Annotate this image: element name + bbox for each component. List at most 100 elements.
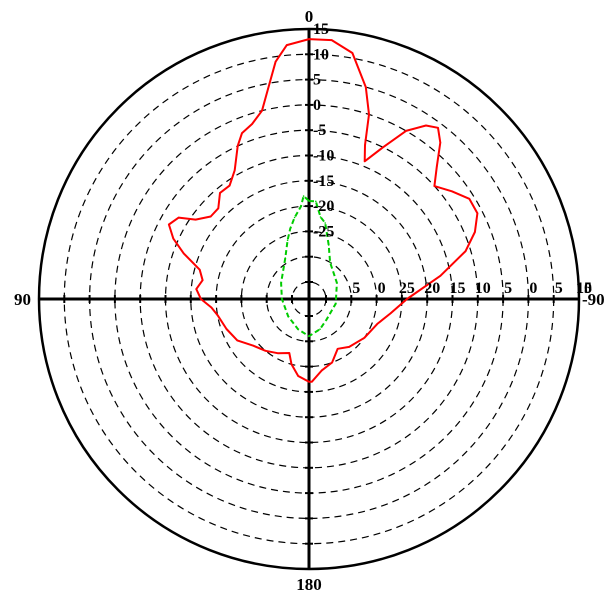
series-1-point (274, 60, 277, 63)
series-1-point (216, 314, 219, 316)
series-1-point (288, 352, 291, 354)
radial-tick-label-right: 0 (529, 280, 537, 297)
series-1-point (209, 215, 212, 218)
series-1-point (194, 218, 197, 221)
series-2-point (284, 257, 287, 259)
series-2-point (302, 195, 305, 197)
series-1-point (468, 198, 471, 200)
series-1-point (241, 132, 243, 134)
series-1-point (476, 212, 479, 214)
series-2-point (325, 319, 328, 321)
series-1-point (406, 298, 408, 300)
series-2-point (315, 200, 317, 203)
series-1-point (290, 363, 293, 366)
series-1-point (177, 216, 180, 219)
series-1-point (236, 339, 239, 342)
series-2-point (286, 239, 289, 241)
radial-tick-label-right: 15 (450, 280, 466, 297)
series-1-point (201, 279, 204, 282)
series-1-point (451, 190, 453, 193)
angle-label: 0 (305, 7, 314, 26)
radial-tick-label-right: 0 (378, 280, 386, 297)
series-2-point (293, 216, 296, 219)
angle-label: 90 (14, 290, 31, 309)
radial-tick-label-right: 10 (576, 280, 592, 297)
series-1-point (439, 141, 442, 144)
series-1-point (267, 87, 269, 90)
series-1-point (251, 123, 253, 125)
series-2-point (329, 261, 331, 264)
series-1-point (219, 192, 221, 194)
radial-tick-label-right: 5 (504, 280, 512, 297)
series-1-point (261, 109, 263, 112)
series-2-point (334, 302, 337, 305)
series-1-point (365, 86, 367, 88)
radial-tick-label-up: 0 (313, 97, 321, 114)
series-1-point (368, 113, 370, 116)
series-1-point (474, 231, 476, 233)
series-1-point (264, 350, 267, 352)
series-layer (167, 38, 479, 383)
series-1-point (276, 352, 279, 355)
series-1-point (330, 39, 333, 41)
series-1-point (348, 346, 351, 348)
series-1-point (172, 237, 175, 240)
series-1-point (425, 124, 427, 127)
radial-tick-label-right: 10 (475, 280, 491, 297)
series-1-point (236, 145, 239, 147)
series-1-point (168, 223, 170, 226)
series-1-point (382, 146, 384, 149)
series-1-point (308, 381, 310, 383)
series-2-point (327, 244, 330, 246)
series-2-point (319, 216, 322, 218)
series-1-point (320, 369, 323, 372)
series-1-point (182, 252, 185, 255)
series-1-point (200, 298, 202, 300)
series-2-point (308, 335, 310, 338)
radial-tick-label-right: 15 (576, 280, 592, 297)
series-2-point (281, 298, 283, 300)
series-1-point (336, 348, 339, 350)
polar-grid (37, 27, 581, 571)
radial-tick-label-right: 5 (555, 280, 563, 297)
series-2-point (324, 222, 327, 224)
series-1-point (405, 130, 407, 132)
series-1-line (167, 38, 479, 383)
series-1-point (464, 250, 467, 252)
series-1-point (217, 207, 220, 210)
series-1-point (198, 268, 201, 271)
series-1-point (286, 44, 288, 46)
series-2-point (300, 205, 302, 208)
series-1-point (331, 361, 333, 364)
radial-tick-label-up: 15 (313, 21, 329, 38)
series-2-point (297, 328, 299, 331)
series-2-point (289, 228, 292, 230)
series-1-point (436, 165, 438, 168)
series-1-point (363, 160, 366, 163)
series-2-point (280, 282, 282, 284)
series-2-point (308, 200, 310, 202)
series-1-point (297, 375, 300, 377)
radial-tick-label-right: 20 (424, 280, 440, 297)
series-1-point (364, 144, 366, 146)
series-2-point (287, 315, 290, 318)
series-2-point (319, 328, 321, 331)
series-1-point (433, 185, 436, 187)
angle-label: -90 (582, 290, 605, 309)
angle-label: 180 (296, 575, 322, 594)
series-1-point (210, 306, 213, 309)
radial-tick-label-up: -20 (313, 198, 334, 215)
series-1-point (363, 337, 366, 339)
series-1-point (311, 380, 313, 383)
radial-tick-label-up: -15 (313, 173, 334, 190)
series-2-line (280, 195, 338, 338)
series-1-point (252, 344, 255, 347)
series-2-point (336, 282, 338, 284)
radial-tick-label-up: -10 (313, 148, 334, 165)
radial-tick-label-right: 25 (399, 280, 415, 297)
radial-tick-label-up: 5 (313, 72, 321, 89)
series-1-point (225, 328, 228, 330)
radial-tick-label-up: -25 (313, 223, 334, 240)
